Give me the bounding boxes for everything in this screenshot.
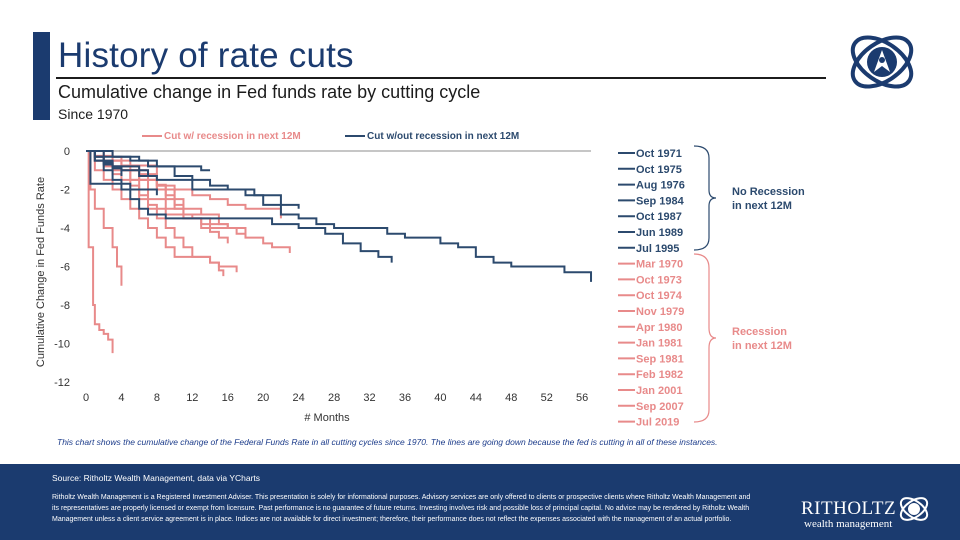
series-label-apr-1980: Apr 1980 [636,322,682,334]
series-label-aug-1976: Aug 1976 [636,180,685,192]
group-label-no-recession: No Recession in next 12M [732,186,808,212]
x-tick-label: 36 [399,392,411,404]
series-label-sep-2007: Sep 2007 [636,401,684,413]
footer-brand: RITHOLTZ wealth management [801,494,931,534]
brand-tagline: wealth management [804,518,893,530]
chart-caption: This chart shows the cumulative change o… [57,437,718,447]
series-line-jul-1995 [86,150,211,172]
series-label-jan-1981: Jan 1981 [636,338,682,350]
series-line-jan-1981 [86,150,114,354]
brand-name: RITHOLTZ [801,498,897,519]
y-tick-label: -8 [60,300,70,312]
series-label-sep-1984: Sep 1984 [636,195,685,207]
series-label-mar-1970: Mar 1970 [636,259,683,271]
y-tick-label: -10 [54,339,70,351]
x-tick-label: 44 [470,392,482,404]
x-axis-label: # Months [304,412,350,424]
series-lines [86,150,593,354]
x-tick-label: 0 [83,392,89,404]
ritholtz-logo-icon [850,35,914,89]
x-tick-label: 56 [576,392,588,404]
series-line-apr-1980 [86,150,123,286]
series-line-jun-1989 [86,150,593,282]
source-note: Source: Ritholtz Wealth Management, data… [52,473,261,483]
y-tick-label: -6 [60,262,70,274]
series-label-jul-1995: Jul 1995 [636,243,679,255]
rate-cuts-chart: 0-2-4-6-8-10-12 0 4 8 12 16 20 24 28 32 36 40 44 48 5… [35,131,808,429]
x-tick-label: 8 [154,392,160,404]
chart-legend: Cut w/ recession in next 12M Cut w/out r… [142,131,519,142]
title-accent-bar [33,32,50,120]
series-label-jul-2019: Jul 2019 [636,417,679,429]
group-brackets [693,145,717,423]
footer: Source: Ritholtz Wealth Management, data… [0,464,960,540]
x-tick-label: 20 [257,392,269,404]
series-label-oct-1975: Oct 1975 [636,164,682,176]
page-subtitle: Cumulative change in Fed funds rate by c… [58,82,481,102]
series-label-oct-1987: Oct 1987 [636,211,682,223]
series-label-oct-1974: Oct 1974 [636,290,683,302]
y-axis-label: Cumulative Change in Fed Funds Rate [35,177,47,367]
series-line-jan-2001 [86,150,238,273]
legend-recession: Cut w/ recession in next 12M [164,131,301,142]
series-label-jun-1989: Jun 1989 [636,227,683,239]
disclaimer-text: Ritholtz Wealth Management is a Register… [52,494,751,523]
title-divider [56,77,826,79]
y-axis-ticks: 0 -2 -4 -6 -8 -10 -12 [54,146,70,389]
x-axis-ticks: 0 4 8 12 16 20 24 28 32 36 40 44 48 52 56 [83,392,588,404]
brand-mark-icon [899,497,929,521]
x-tick-label: 32 [363,392,375,404]
series-label-oct-1971: Oct 1971 [636,148,682,160]
x-tick-label: 28 [328,392,340,404]
series-label-jan-2001: Jan 2001 [636,385,682,397]
x-tick-label: 16 [222,392,234,404]
series-line-sep-1984 [86,150,393,263]
series-label-feb-1982: Feb 1982 [636,369,683,381]
x-tick-label: 4 [118,392,124,404]
y-tick-label: 0 [64,146,70,158]
y-tick-label: -4 [60,223,70,235]
series-line-oct-1987 [86,150,157,178]
since-note: Since 1970 [58,106,129,122]
group-label-recession: Recession in next 12M [732,326,792,352]
x-tick-label: 12 [186,392,198,404]
x-tick-label: 48 [505,392,517,404]
page-title: History of rate cuts [58,36,354,75]
series-label-sep-1981: Sep 1981 [636,353,684,365]
x-tick-label: 52 [541,392,553,404]
y-tick-label: -12 [54,377,70,389]
series-line-aug-1976 [86,150,158,196]
x-tick-label: 40 [434,392,446,404]
series-label-nov-1979: Nov 1979 [636,306,684,318]
series-label-oct-1973: Oct 1973 [636,274,682,286]
x-tick-label: 24 [293,392,305,404]
legend-no-recession: Cut w/out recession in next 12M [367,131,519,142]
series-labels: Oct 1971 Oct 1975 Aug 1976 Sep 1984 Oct 1987… [618,148,685,429]
y-tick-label: -2 [60,185,70,197]
